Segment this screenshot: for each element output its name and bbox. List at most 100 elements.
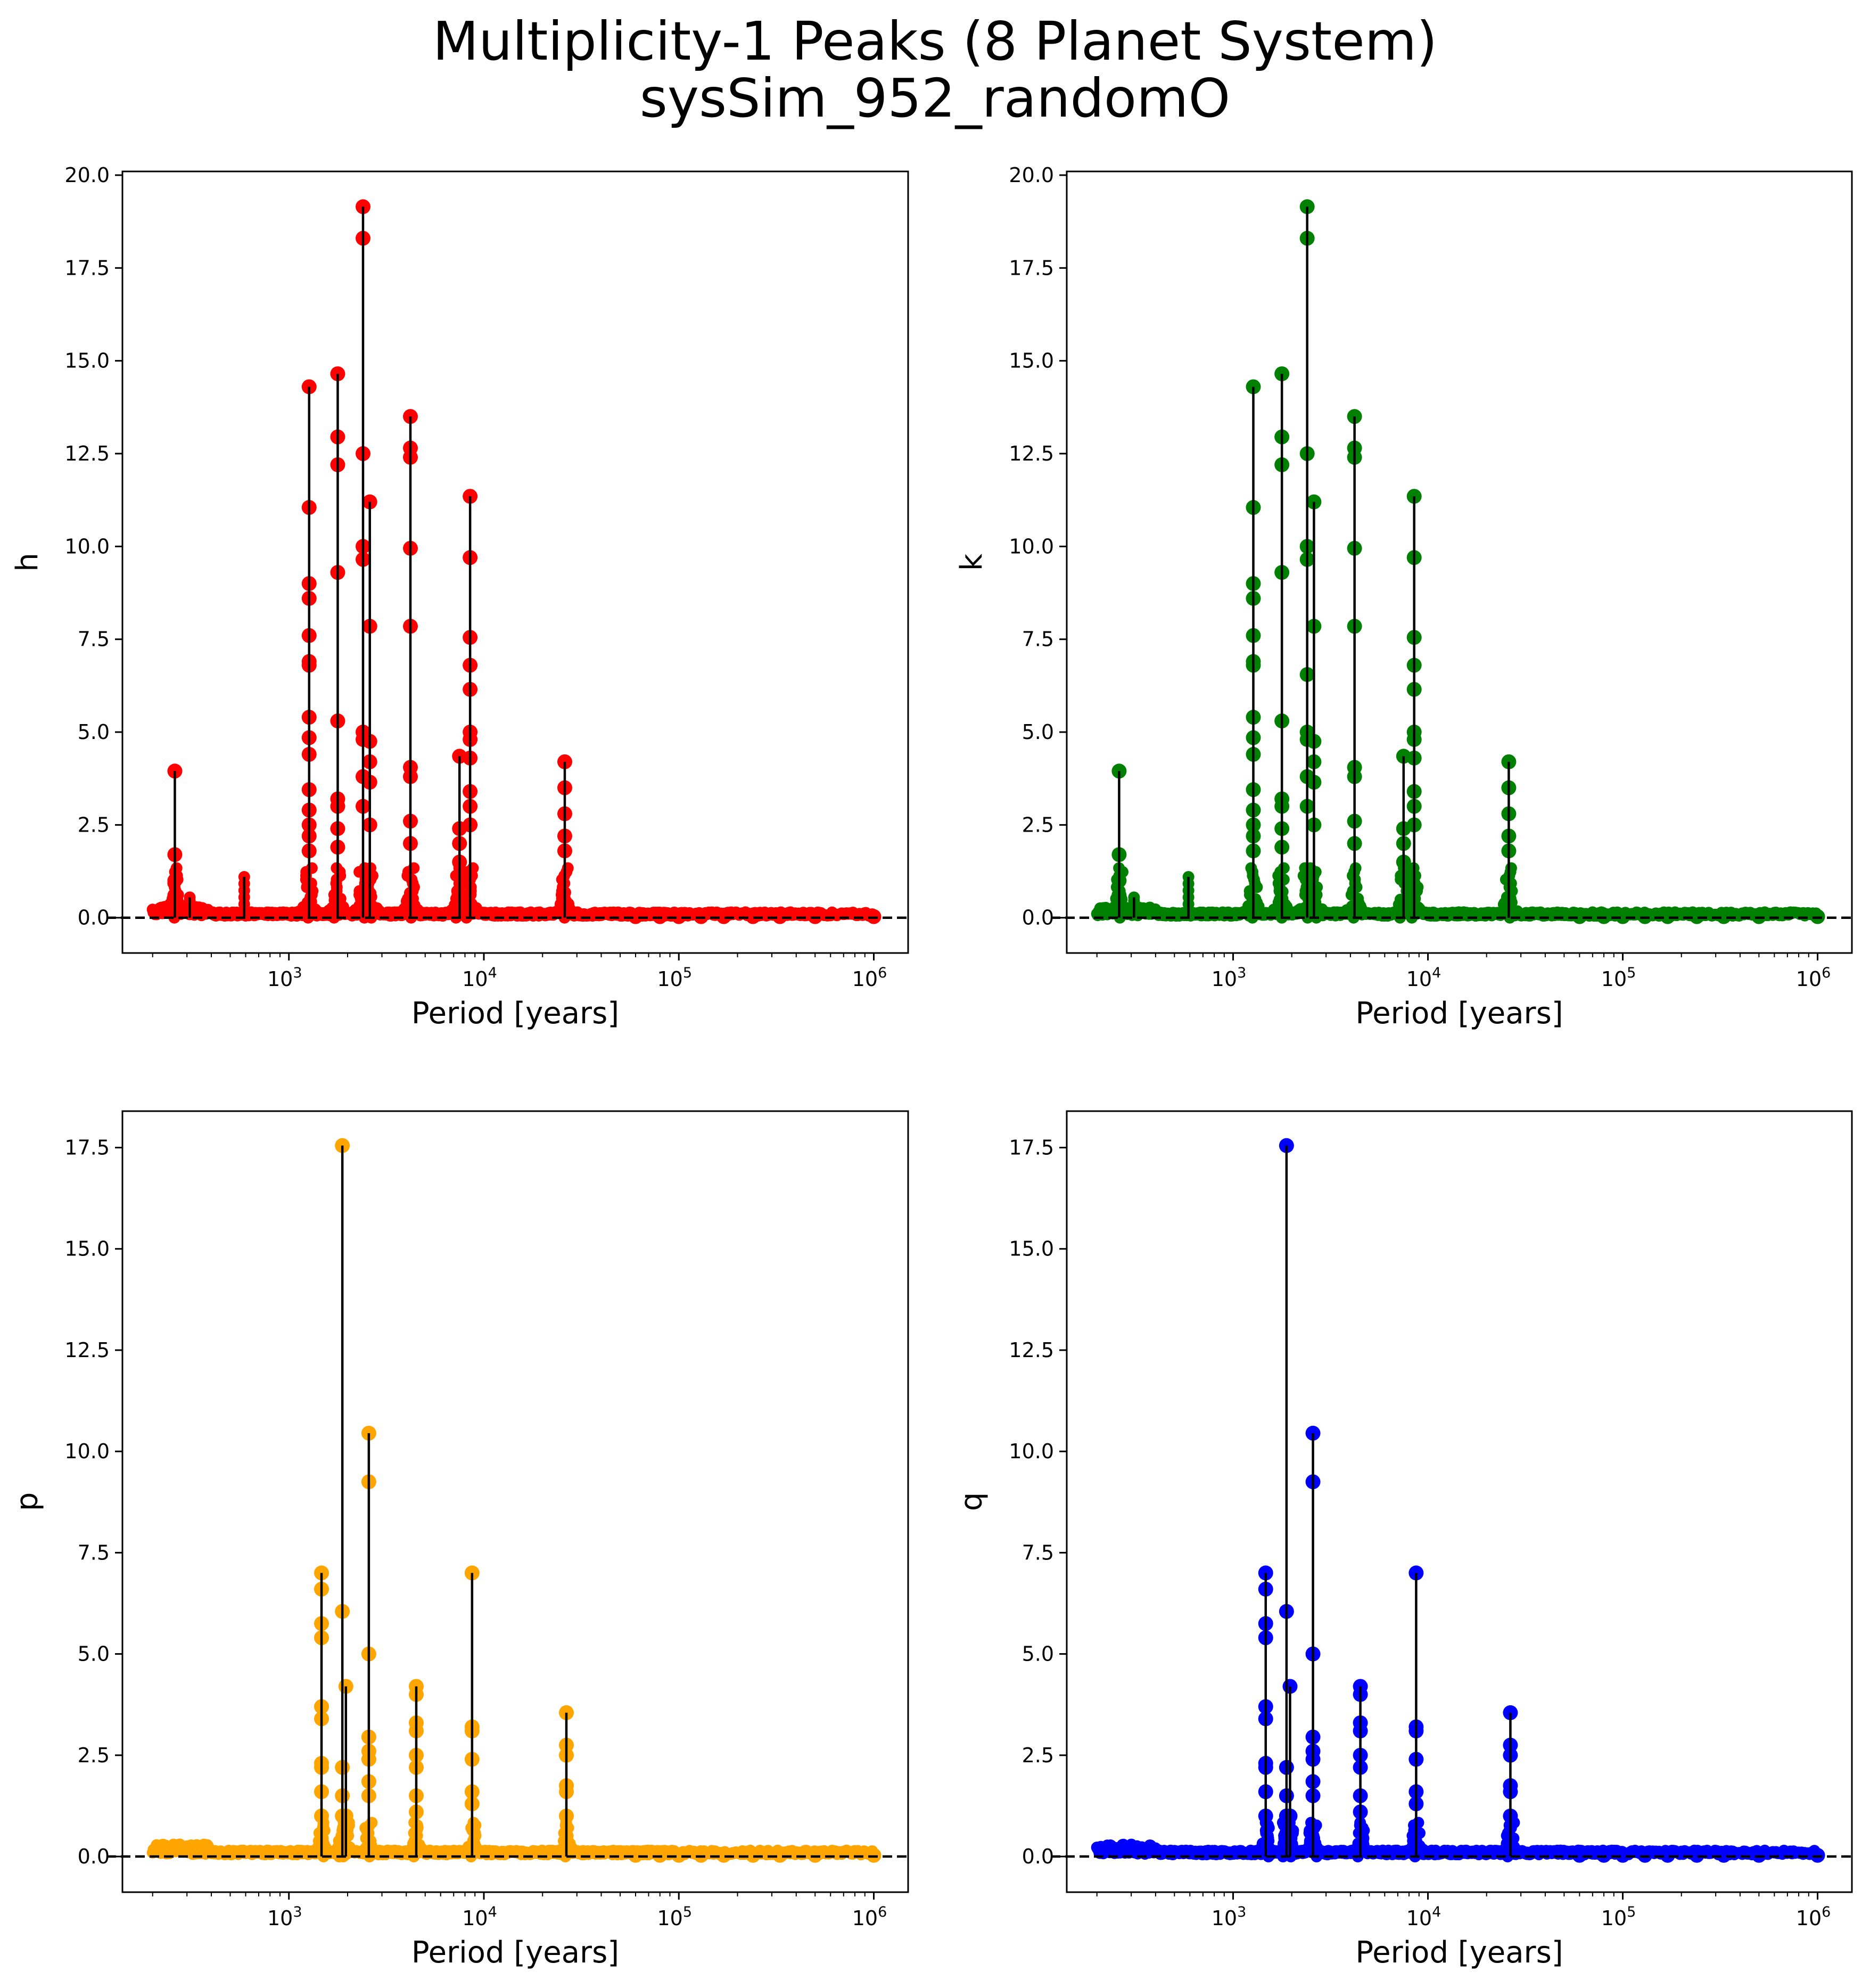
- y-tick-label: 10.0: [64, 1440, 110, 1463]
- tail-point: [1596, 1847, 1612, 1863]
- peak-base-point: [1412, 1817, 1424, 1829]
- y-ticks: 0.0 2.5 5.0 7.5 10.0 12.5 15.0 17.5 20.0: [1009, 163, 1067, 930]
- x-axis-label: Period [years]: [411, 996, 619, 1031]
- y-ticks: 0.0 2.5 5.0 7.5 10.0 12.5 15.0 17.5 20.0: [64, 163, 122, 930]
- tail-point: [1615, 909, 1630, 924]
- x-tick-label: 103: [267, 965, 302, 991]
- y-tick-label: 0.0: [1022, 1845, 1054, 1868]
- x-ticks: 103 104 105 106: [1096, 953, 1831, 991]
- y-tick-label: 17.5: [64, 1136, 110, 1159]
- peaks: [312, 1138, 576, 1863]
- figure-title-line2: sysSim_952_randomO: [639, 67, 1231, 129]
- tail-point: [628, 909, 643, 924]
- y-tick-label: 0.0: [78, 1845, 110, 1868]
- tail-point: [1810, 1847, 1825, 1863]
- y-ticks: 0.0 2.5 5.0 7.5 10.0 12.5 15.0 17.5: [1009, 1136, 1067, 1868]
- tail-point: [671, 1847, 687, 1863]
- x-axis-label: Period [years]: [1355, 996, 1563, 1031]
- y-tick-label: 17.5: [1009, 1136, 1054, 1159]
- tail-point: [716, 1847, 731, 1863]
- tail-point: [772, 1847, 788, 1863]
- tail-point: [772, 909, 788, 924]
- tail-point: [693, 1847, 709, 1863]
- tail-point: [716, 909, 731, 924]
- y-tick-label: 15.0: [64, 349, 110, 373]
- axes-frame: [1066, 1110, 1853, 1893]
- y-tick-label: 17.5: [1009, 256, 1054, 280]
- tail-point: [1689, 909, 1704, 924]
- y-tick-label: 20.0: [64, 163, 110, 187]
- y-tick-label: 12.5: [1009, 442, 1054, 465]
- x-tick-label: 104: [462, 1904, 497, 1930]
- x-tick-label: 103: [1212, 1904, 1247, 1930]
- x-axis-label: Period [years]: [411, 1935, 619, 1970]
- x-tick-label: 105: [1601, 1904, 1636, 1930]
- peak-base-point: [170, 862, 183, 874]
- tail-point: [745, 909, 761, 924]
- x-tick-label: 105: [657, 965, 692, 991]
- tail-point: [1689, 1847, 1704, 1863]
- peaks: [167, 199, 574, 924]
- peak-base-point: [467, 1817, 480, 1829]
- tail-point: [1637, 1847, 1653, 1863]
- axes-frame: [121, 1110, 909, 1893]
- y-tick-label: 15.0: [1009, 1237, 1054, 1261]
- y-tick-label: 17.5: [64, 256, 110, 280]
- y-tick-label: 12.5: [64, 442, 110, 465]
- y-tick-label: 10.0: [1009, 1440, 1054, 1463]
- tail-point: [1660, 1847, 1675, 1863]
- y-tick-label: 15.0: [1009, 349, 1054, 373]
- y-axis-label: p: [10, 1492, 45, 1511]
- tail-point: [628, 1847, 643, 1863]
- axes-frame: [121, 170, 909, 954]
- x-ticks: 103 104 105 106: [152, 953, 887, 991]
- y-tick-label: 5.0: [78, 720, 110, 744]
- y-axis-label: q: [954, 1492, 989, 1511]
- peaks: [1256, 1138, 1520, 1863]
- tail-point: [1572, 909, 1587, 924]
- y-tick-label: 5.0: [1022, 1642, 1054, 1666]
- tail-point: [1660, 909, 1675, 924]
- tail-point: [745, 1847, 761, 1863]
- peak-base-point: [1305, 1817, 1317, 1829]
- y-tick-label: 2.5: [78, 1744, 110, 1767]
- peaks: [1109, 199, 1518, 924]
- tail-point: [1716, 1847, 1732, 1863]
- y-tick-label: 12.5: [1009, 1338, 1054, 1362]
- y-tick-label: 0.0: [1022, 906, 1054, 930]
- x-tick-label: 106: [852, 1904, 887, 1930]
- y-tick-label: 15.0: [64, 1237, 110, 1261]
- y-axis-label: k: [954, 553, 989, 571]
- x-tick-label: 105: [1601, 965, 1636, 991]
- tail-point: [1572, 1847, 1587, 1863]
- tail-point: [671, 909, 687, 924]
- x-axis-label: Period [years]: [1355, 1935, 1563, 1970]
- x-tick-label: 106: [1796, 965, 1831, 991]
- y-tick-label: 12.5: [64, 1338, 110, 1362]
- y-tick-label: 5.0: [1022, 720, 1054, 744]
- y-tick-label: 10.0: [64, 535, 110, 558]
- tail-point: [866, 1847, 882, 1863]
- x-tick-label: 103: [267, 1904, 302, 1930]
- tail-point: [1716, 909, 1732, 924]
- y-tick-label: 7.5: [78, 1541, 110, 1564]
- x-ticks: 103 104 105 106: [1096, 1892, 1831, 1930]
- x-tick-label: 106: [852, 965, 887, 991]
- y-axis-label: h: [10, 553, 45, 572]
- x-tick-label: 106: [1796, 1904, 1831, 1930]
- x-tick-label: 105: [657, 1904, 692, 1930]
- tail-point: [1615, 1847, 1630, 1863]
- x-tick-label: 104: [1406, 1904, 1441, 1930]
- y-tick-label: 7.5: [1022, 1541, 1054, 1564]
- plot-area: [146, 199, 882, 924]
- tail-point: [808, 1847, 823, 1863]
- tail-point: [652, 1847, 668, 1863]
- y-tick-label: 0.0: [78, 906, 110, 930]
- plot-area: [1091, 1138, 1825, 1863]
- y-tick-label: 2.5: [1022, 813, 1054, 836]
